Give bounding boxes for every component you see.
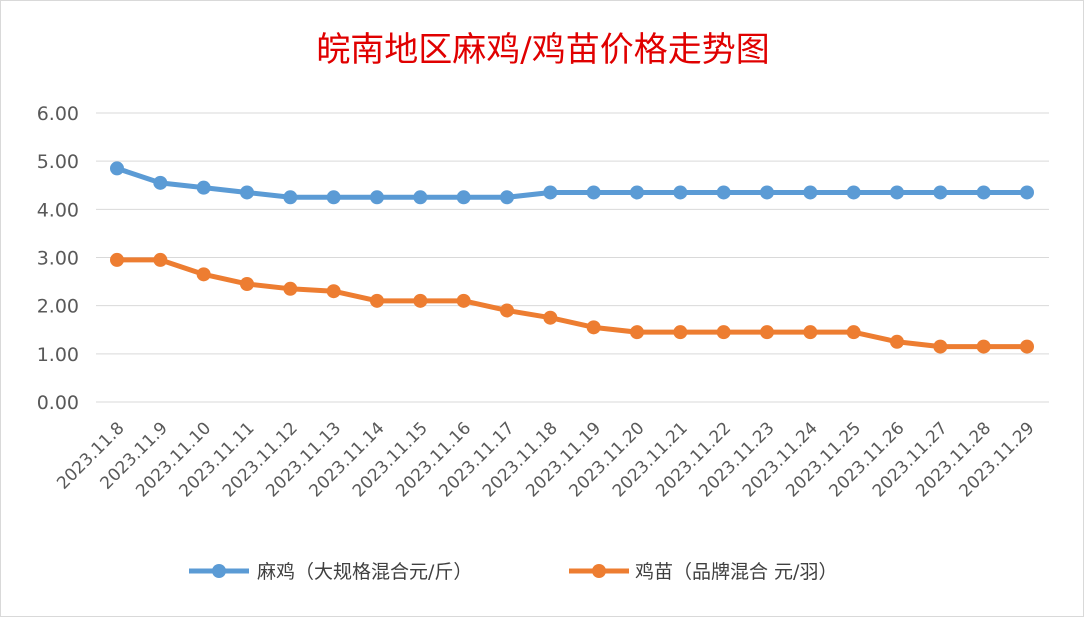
gridlines	[96, 112, 1049, 403]
data-point	[153, 252, 168, 267]
data-point	[846, 185, 861, 200]
data-point	[630, 185, 644, 200]
legend-marker	[212, 564, 226, 578]
data-point	[716, 325, 731, 340]
y-axis-ticks: 0.00 1.00 2.00 3.00 4.00 5.00 6.00	[37, 103, 79, 414]
data-point	[370, 190, 384, 205]
data-point	[933, 185, 948, 200]
y-tick-label: 2.00	[37, 296, 79, 318]
data-point	[586, 320, 601, 335]
data-point	[1020, 185, 1034, 200]
data-point	[673, 325, 688, 340]
data-point	[326, 284, 341, 299]
y-tick-label: 4.00	[37, 199, 79, 221]
data-point	[1020, 339, 1034, 354]
legend: 麻鸡（大规格混合元/斤） 鸡苗（品牌混合 元/羽）	[189, 561, 837, 583]
data-point	[110, 161, 124, 176]
data-point	[543, 310, 558, 325]
data-point	[110, 252, 124, 267]
data-point	[890, 185, 904, 200]
data-point	[760, 325, 774, 340]
y-tick-label: 3.00	[37, 248, 79, 270]
data-point	[543, 185, 558, 200]
legend-marker	[592, 564, 606, 578]
data-point	[803, 185, 818, 200]
data-point	[890, 334, 904, 349]
series-line	[114, 165, 1030, 200]
data-point	[500, 303, 514, 318]
data-point	[976, 185, 991, 200]
x-axis-ticks: 2023.11.82023.11.92023.11.102023.11.1120…	[53, 418, 1038, 501]
data-point	[196, 180, 211, 195]
y-tick-label: 0.00	[37, 392, 79, 414]
data-point	[370, 293, 384, 308]
data-point	[283, 281, 298, 296]
data-point	[673, 185, 688, 200]
data-point	[456, 293, 471, 308]
data-point	[153, 175, 168, 190]
data-point	[933, 339, 948, 354]
data-point	[413, 190, 428, 205]
series-line	[114, 257, 1030, 350]
data-point	[326, 190, 341, 205]
data-point	[240, 276, 254, 291]
data-point	[976, 339, 991, 354]
data-point	[716, 185, 731, 200]
data-point	[456, 190, 471, 205]
y-tick-label: 1.00	[37, 344, 79, 366]
y-tick-label: 6.00	[37, 103, 79, 125]
data-point	[630, 325, 644, 340]
data-point	[196, 267, 211, 282]
data-point	[846, 325, 861, 340]
data-point	[803, 325, 818, 340]
data-point	[283, 190, 298, 205]
series-lines	[110, 161, 1034, 354]
legend-label: 麻鸡（大规格混合元/斤）	[257, 561, 472, 583]
data-point	[500, 190, 514, 205]
legend-label: 鸡苗（品牌混合 元/羽）	[635, 561, 837, 583]
data-point	[760, 185, 774, 200]
data-point	[413, 293, 428, 308]
y-tick-label: 5.00	[37, 151, 79, 173]
chart-title: 皖南地区麻鸡/鸡苗价格走势图	[316, 30, 769, 70]
data-point	[240, 185, 254, 200]
data-point	[586, 185, 601, 200]
